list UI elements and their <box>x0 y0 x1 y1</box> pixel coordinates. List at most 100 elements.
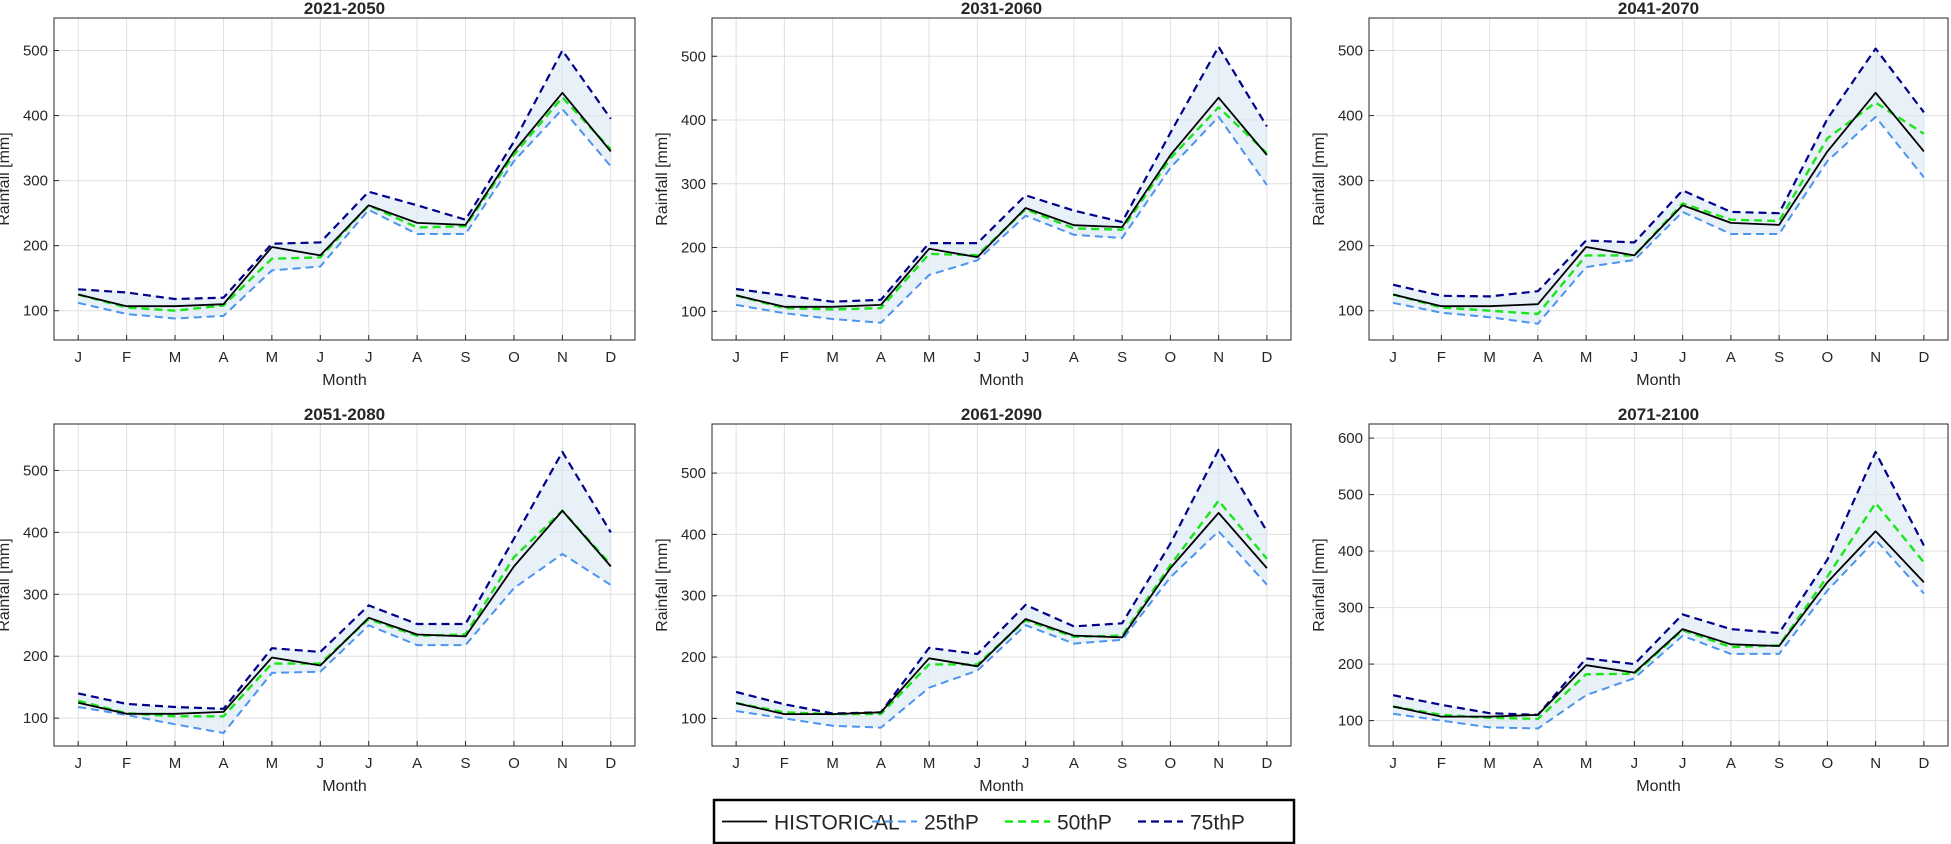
series-line-historical <box>1392 91 1925 308</box>
x-tick-label: A <box>876 755 886 772</box>
series-line-historical <box>735 96 1268 308</box>
y-tick-label: 200 <box>1338 656 1363 673</box>
x-tick-label: D <box>1261 349 1272 366</box>
panel-2071-2100: J F M A M J J A S O N D 100 200 300 400 500 600 2071-2100 M… <box>1311 405 1949 795</box>
y-tick-label: 300 <box>23 586 48 603</box>
x-tick-label: N <box>557 755 568 772</box>
x-tick-label: M <box>826 349 839 366</box>
y-axis-label: Rainfall [mm] <box>0 132 13 225</box>
x-tick-label: J <box>1022 755 1030 772</box>
y-axis-label: Rainfall [mm] <box>654 538 671 631</box>
x-tick-label: F <box>1437 755 1446 772</box>
y-tick-label: 300 <box>1338 600 1363 617</box>
series-line-p75 <box>1392 451 1925 717</box>
y-tick-label: 500 <box>23 462 48 479</box>
x-tick-label: A <box>412 755 422 772</box>
x-tick-label: N <box>1870 755 1881 772</box>
series-line-p75 <box>77 450 612 710</box>
percentile-band <box>1393 452 1924 729</box>
series-line-p50 <box>735 499 1268 716</box>
x-tick-label: S <box>1117 349 1127 366</box>
x-tick-label: J <box>365 349 373 366</box>
legend-label-p75: 75thP <box>1190 812 1245 835</box>
x-tick-label: J <box>317 349 325 366</box>
x-axis-label: Month <box>1636 778 1680 795</box>
plot-area <box>54 424 635 746</box>
y-tick-label: 400 <box>681 112 706 129</box>
panel-2061-2090: J F M A M J J A S O N D 100 200 300 400 500 2061-2090 Mont… <box>654 405 1292 795</box>
x-tick-label: M <box>266 349 279 366</box>
y-axis-label: Rainfall [mm] <box>1311 538 1328 631</box>
series-line-historical <box>77 91 612 308</box>
y-tick-label: 400 <box>1338 108 1363 125</box>
x-tick-label: N <box>1870 349 1881 366</box>
x-tick-label: M <box>169 755 182 772</box>
axes-box <box>711 423 1292 747</box>
y-tick-label: 500 <box>1338 487 1363 504</box>
y-tick-label: 200 <box>1338 238 1363 255</box>
series-line-historical <box>735 512 1268 715</box>
y-tick-label: 200 <box>23 648 48 665</box>
y-tick-label: 300 <box>1338 173 1363 190</box>
x-tick-label: J <box>1389 755 1397 772</box>
x-tick-label: M <box>923 349 936 366</box>
axes-box <box>1368 17 1949 341</box>
axes-box <box>53 17 636 341</box>
x-tick-label: J <box>732 755 740 772</box>
series-line-p25 <box>77 108 612 320</box>
panel-title: 2051-2080 <box>304 405 385 424</box>
x-tick-label: J <box>974 755 982 772</box>
y-tick-label: 400 <box>1338 543 1363 560</box>
y-tick-label: 500 <box>23 43 48 60</box>
x-tick-label: S <box>1774 349 1784 366</box>
x-tick-label: J <box>1022 349 1030 366</box>
x-tick-label: A <box>1069 349 1079 366</box>
x-axis-label: Month <box>1636 372 1680 389</box>
plot-area <box>712 424 1291 746</box>
x-axis-label: Month <box>979 372 1023 389</box>
y-tick-label: 100 <box>1338 303 1363 320</box>
y-tick-label: 400 <box>681 526 706 543</box>
x-tick-label: D <box>1918 349 1929 366</box>
series-line-historical <box>1392 530 1925 718</box>
x-tick-label: O <box>1822 349 1834 366</box>
legend-label-p50: 50thP <box>1057 812 1112 835</box>
x-tick-label: M <box>1483 349 1496 366</box>
y-tick-label: 600 <box>1338 430 1363 447</box>
x-tick-label: D <box>605 755 616 772</box>
y-tick-label: 400 <box>23 108 48 125</box>
x-tick-label: D <box>1261 755 1272 772</box>
x-tick-label: O <box>1165 349 1177 366</box>
x-tick-label: J <box>74 349 82 366</box>
x-axis-label: Month <box>979 778 1023 795</box>
series-line-p75 <box>735 45 1268 303</box>
x-tick-label: J <box>1389 349 1397 366</box>
y-tick-label: 200 <box>681 649 706 666</box>
x-tick-label: D <box>605 349 616 366</box>
x-tick-label: A <box>1533 755 1543 772</box>
panel-title: 2021-2050 <box>304 0 385 18</box>
x-tick-label: S <box>461 755 471 772</box>
x-tick-label: F <box>780 349 789 366</box>
x-tick-label: J <box>1679 349 1687 366</box>
series-line-p50 <box>77 96 612 312</box>
x-tick-label: A <box>876 349 886 366</box>
x-tick-label: M <box>826 755 839 772</box>
series-line-p25 <box>1392 115 1925 325</box>
x-tick-label: F <box>122 755 131 772</box>
x-tick-label: A <box>218 755 228 772</box>
y-tick-label: 500 <box>1338 43 1363 60</box>
x-tick-label: M <box>1580 349 1593 366</box>
x-tick-label: M <box>1483 755 1496 772</box>
legend-label-p25: 25thP <box>924 812 979 835</box>
x-tick-label: J <box>1631 349 1639 366</box>
axes-box <box>53 423 636 747</box>
percentile-band <box>736 46 1267 323</box>
y-tick-label: 300 <box>681 176 706 193</box>
x-axis-label: Month <box>322 778 366 795</box>
y-tick-label: 100 <box>23 710 48 727</box>
x-tick-label: D <box>1918 755 1929 772</box>
x-tick-label: J <box>74 755 82 772</box>
percentile-band <box>736 449 1267 728</box>
